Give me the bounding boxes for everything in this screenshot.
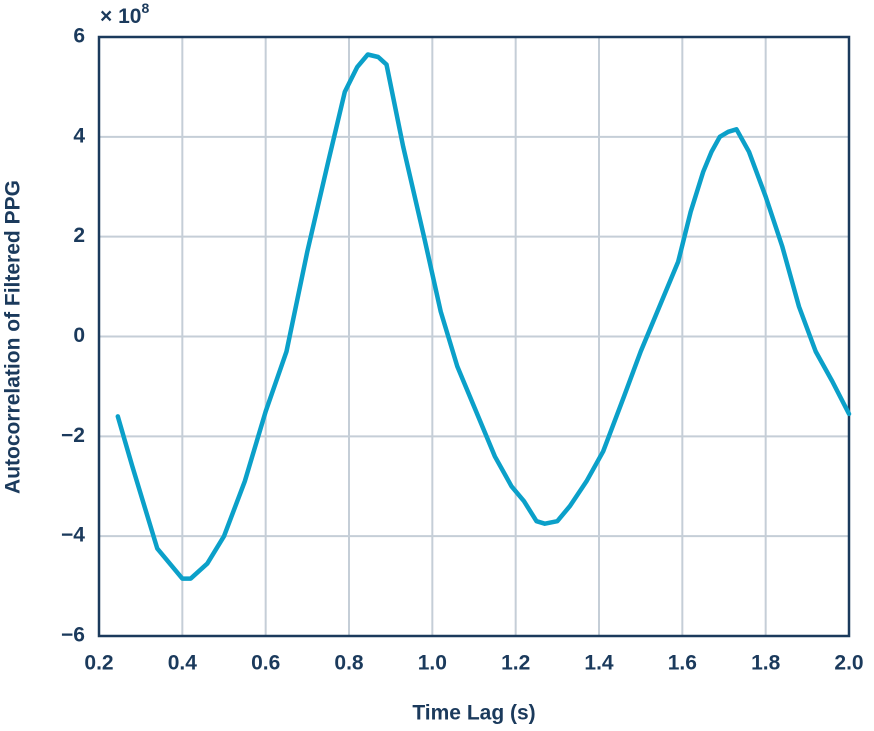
x-tick-label: 0.8 (334, 652, 364, 675)
multiplier-base: × 10 (100, 5, 141, 28)
y-multiplier: × 108 (100, 0, 149, 28)
y-tick-label: −6 (61, 624, 85, 647)
y-tick-label: 2 (73, 224, 85, 247)
data-line (115, 52, 852, 581)
x-tick-label: 1.6 (668, 652, 697, 675)
y-tick-label: −2 (61, 424, 85, 447)
y-tick-label: 4 (73, 124, 85, 147)
y-tick-label: −4 (61, 524, 85, 547)
y-axis-label: Autocorrelation of Filtered PPG (2, 180, 25, 494)
x-tick-label: 1.0 (418, 652, 447, 675)
x-tick-label: 2.0 (834, 652, 863, 675)
plot-frame (97, 35, 851, 638)
multiplier-exponent: 8 (141, 0, 149, 16)
x-tick-label: 0.4 (168, 652, 198, 675)
x-tick-label: 1.4 (584, 652, 614, 675)
x-tick-label: 1.8 (751, 652, 781, 675)
x-tick-label: 0.2 (84, 652, 113, 675)
y-tick-label: 6 (73, 25, 85, 48)
x-tick-label: 1.2 (501, 652, 530, 675)
y-tick-label: 0 (73, 324, 85, 347)
x-tick-label: 0.6 (251, 652, 280, 675)
x-axis-label: Time Lag (s) (412, 702, 535, 725)
